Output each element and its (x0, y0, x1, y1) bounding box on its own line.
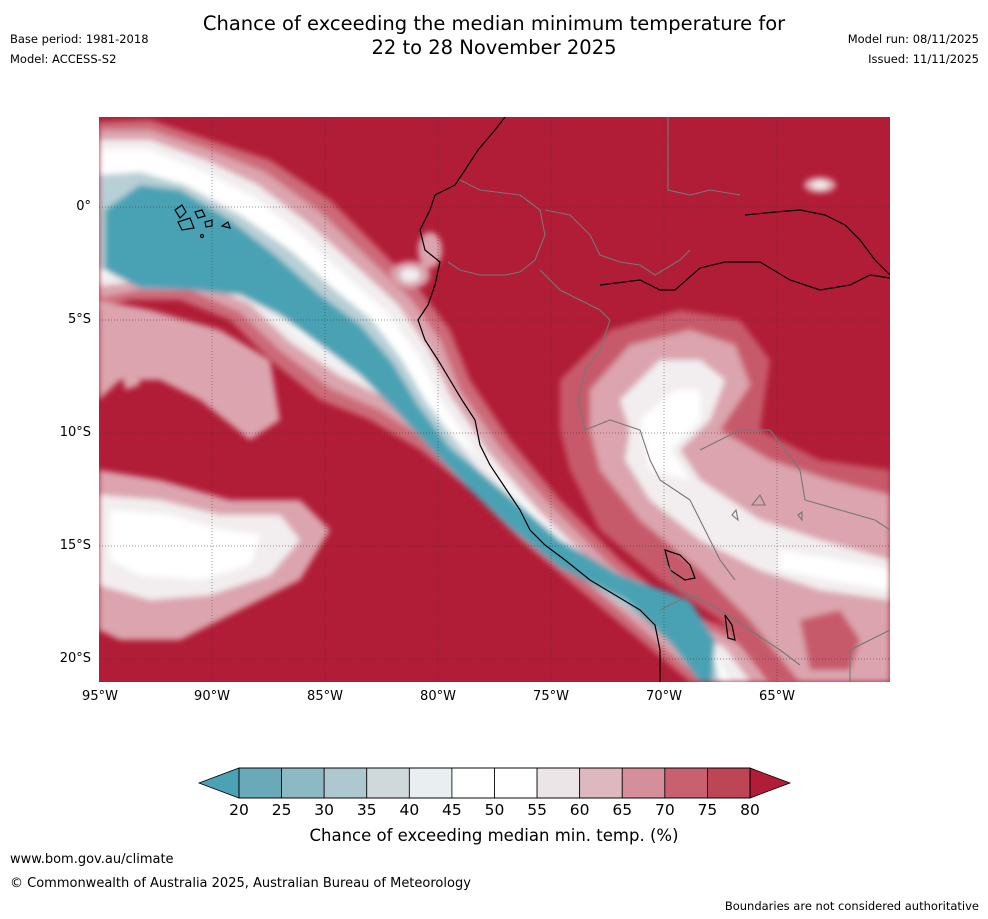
colorbar-high-arrow (749, 767, 792, 799)
colorbar-tick-label: 55 (527, 801, 547, 819)
amazon-river (599, 209, 890, 291)
title-line-2: 22 to 28 November 2025 (371, 36, 617, 59)
copyright-text: © Commonwealth of Australia 2025, Austra… (10, 876, 471, 891)
lat-label-10s: 10°S (59, 425, 91, 440)
lat-label-5s: 5°S (67, 312, 91, 327)
inland-neutral-zone (560, 310, 890, 682)
colorbar-tick-label: 25 (271, 801, 292, 819)
western-pacific-patches (99, 300, 330, 640)
map-title: Chance of exceeding the median minimum t… (0, 12, 988, 60)
country-borders (447, 117, 890, 682)
colorbar-cell (366, 767, 410, 799)
colorbar-tick-label: 75 (697, 801, 718, 819)
disclaimer-text: Boundaries are not considered authoritat… (724, 899, 979, 913)
lon-label-65w: 65°W (759, 689, 795, 704)
lat-label-15s: 15°S (59, 538, 91, 553)
lat-label-20s: 20°S (59, 651, 91, 666)
lon-label-95w: 95°W (82, 689, 118, 704)
colorbar-tick-label: 60 (569, 801, 590, 819)
colorbar (197, 767, 792, 799)
colorbar-cell (451, 767, 495, 799)
colorbar-cell (238, 767, 282, 799)
colorbar-tick-label: 80 (740, 801, 760, 819)
colorbar-cell (579, 767, 623, 799)
model-run: Model run: 08/11/2025 (847, 32, 979, 46)
galapagos-islands (174, 204, 231, 239)
lon-label-70w: 70°W (646, 689, 682, 704)
colorbar-cell (281, 767, 325, 799)
model-name: Model: ACCESS-S2 (10, 52, 117, 66)
colorbar-cell (707, 767, 751, 799)
lon-label-85w: 85°W (307, 689, 343, 704)
issued-date: Issued: 11/11/2025 (868, 52, 979, 66)
colorbar-low-arrow (197, 767, 240, 799)
colorbar-cell (664, 767, 708, 799)
colorbar-tick-label: 65 (612, 801, 633, 819)
colorbar-cell (323, 767, 368, 799)
coastline (417, 117, 661, 682)
colorbar-cell (536, 767, 581, 799)
colorbar-tick-label: 70 (654, 801, 675, 819)
meta-left: Base period: 1981-2018 Model: ACCESS-S2 (10, 29, 149, 69)
colorbar-cell (494, 767, 538, 799)
title-line-1: Chance of exceeding the median minimum t… (202, 12, 786, 35)
lon-label-75w: 75°W (533, 689, 569, 704)
colorbar-tick-label: 20 (229, 801, 249, 819)
colorbar-tick-label: 30 (314, 801, 335, 819)
colorbar-cell (621, 767, 666, 799)
colorbar-tick-label: 40 (399, 801, 420, 819)
colorbar-title: Chance of exceeding median min. temp. (%… (309, 826, 679, 845)
coastal-spots (390, 177, 836, 289)
website-link[interactable]: www.bom.gov.au/climate (10, 852, 174, 867)
colorbar-tick-label: 50 (484, 801, 505, 819)
base-period: Base period: 1981-2018 (10, 32, 149, 46)
lon-label-90w: 90°W (194, 689, 230, 704)
meta-right: Model run: 08/11/2025 Issued: 11/11/2025 (848, 29, 979, 69)
colorbar-cell (408, 767, 453, 799)
lat-label-0: 0° (76, 199, 91, 214)
colorbar-tick-label: 35 (356, 801, 377, 819)
lake-poopo (724, 614, 736, 641)
colorbar-tick-label: 45 (442, 801, 462, 819)
lon-label-80w: 80°W (420, 689, 456, 704)
colorbar-frame (238, 767, 751, 799)
map-area (99, 117, 890, 682)
gridlines (99, 117, 890, 682)
colorbar-cells (238, 767, 751, 799)
